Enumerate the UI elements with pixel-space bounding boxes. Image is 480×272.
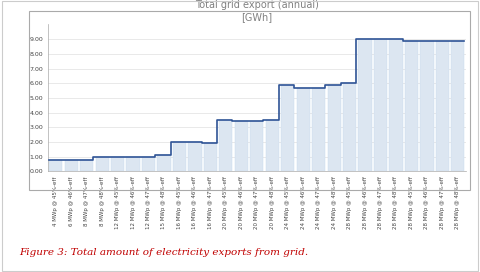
- Bar: [157, 155, 170, 171]
- Bar: [127, 157, 140, 171]
- Bar: [250, 121, 264, 171]
- Bar: [188, 142, 202, 171]
- Text: Figure 3: Total amount of electricity exports from grid.: Figure 3: Total amount of electricity ex…: [19, 248, 308, 256]
- Bar: [297, 88, 310, 171]
- Bar: [327, 85, 341, 171]
- Bar: [235, 121, 248, 171]
- Bar: [281, 85, 294, 171]
- Bar: [49, 160, 62, 171]
- Bar: [142, 157, 155, 171]
- Bar: [436, 41, 449, 171]
- Bar: [111, 157, 124, 171]
- Bar: [420, 41, 433, 171]
- Bar: [389, 39, 403, 171]
- Title: Total grid export (annual)
[GWh]: Total grid export (annual) [GWh]: [195, 0, 319, 22]
- Bar: [374, 39, 387, 171]
- Bar: [173, 142, 186, 171]
- Bar: [204, 143, 217, 171]
- Bar: [405, 41, 418, 171]
- Bar: [343, 83, 356, 171]
- Bar: [312, 88, 325, 171]
- Bar: [359, 39, 372, 171]
- Bar: [80, 160, 93, 171]
- Bar: [96, 157, 108, 171]
- Bar: [266, 120, 279, 171]
- Bar: [451, 41, 465, 171]
- Bar: [219, 120, 232, 171]
- Bar: [65, 160, 78, 171]
